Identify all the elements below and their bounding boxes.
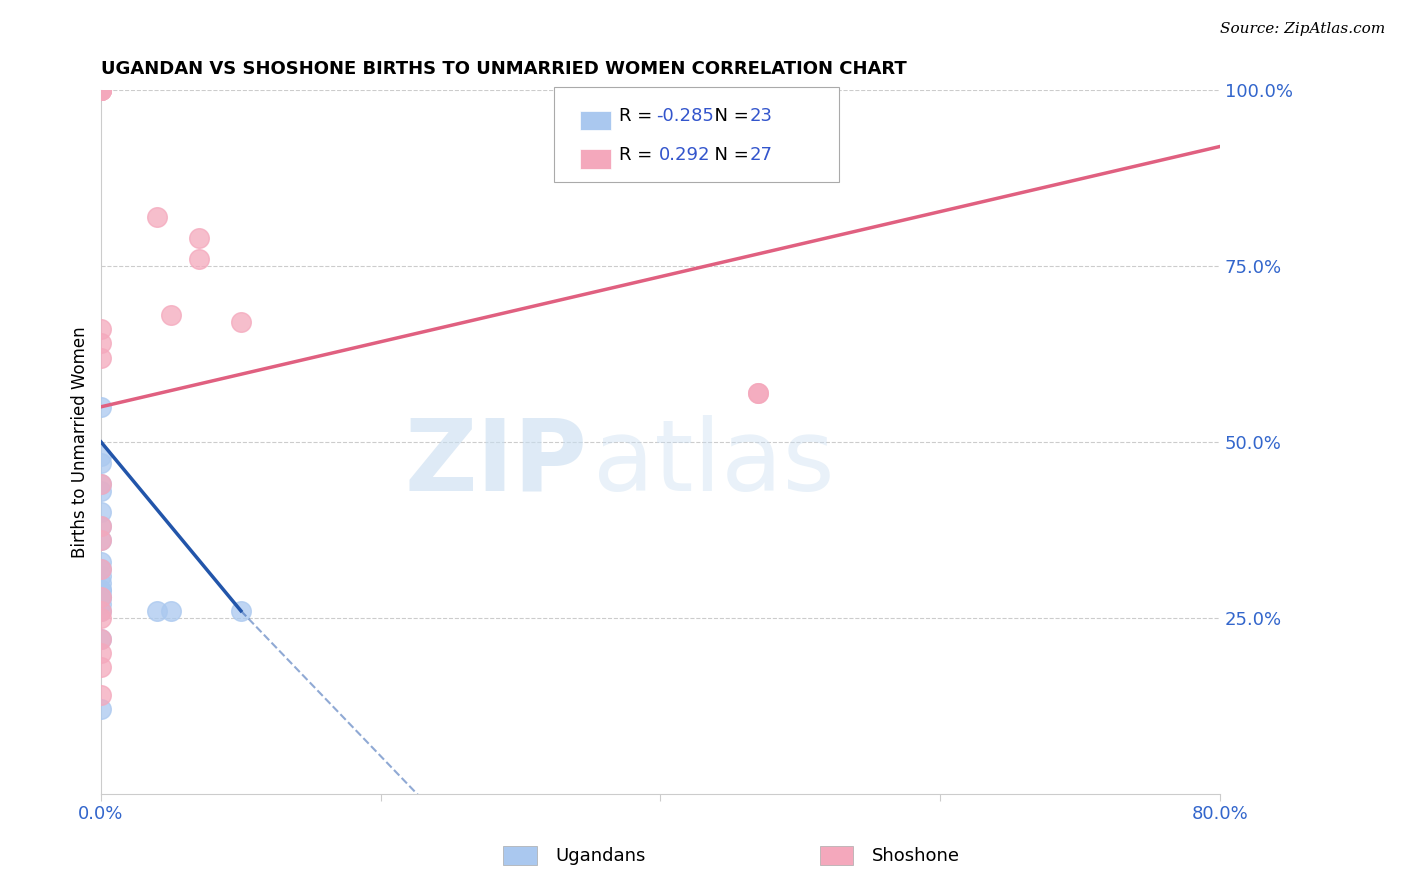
Text: ZIP: ZIP — [405, 415, 588, 512]
FancyBboxPatch shape — [579, 111, 612, 130]
Point — [90, 336, 112, 351]
Text: Ugandans: Ugandans — [555, 847, 645, 865]
Point — [747, 385, 769, 400]
Point — [187, 252, 209, 266]
Text: R =: R = — [619, 146, 664, 164]
Point — [146, 604, 169, 618]
Point — [90, 83, 112, 97]
Point — [90, 590, 112, 604]
Point — [90, 590, 112, 604]
Point — [90, 575, 112, 590]
Point — [90, 555, 112, 569]
Point — [160, 604, 183, 618]
Point — [90, 632, 112, 646]
Text: 27: 27 — [749, 146, 773, 164]
Point — [90, 561, 112, 575]
Point — [229, 604, 252, 618]
Point — [90, 590, 112, 604]
Point — [90, 582, 112, 597]
Text: -0.285: -0.285 — [657, 107, 714, 125]
Point — [90, 83, 112, 97]
Text: UGANDAN VS SHOSHONE BIRTHS TO UNMARRIED WOMEN CORRELATION CHART: UGANDAN VS SHOSHONE BIRTHS TO UNMARRIED … — [101, 60, 907, 78]
Point — [90, 83, 112, 97]
Text: 23: 23 — [749, 107, 773, 125]
Text: N =: N = — [703, 146, 755, 164]
Point — [90, 322, 112, 336]
Point — [90, 505, 112, 519]
Point — [90, 597, 112, 611]
Point — [229, 315, 252, 329]
Point — [90, 646, 112, 660]
Point — [90, 688, 112, 702]
Point — [90, 604, 112, 618]
FancyBboxPatch shape — [554, 87, 839, 182]
Point — [747, 385, 769, 400]
Point — [160, 309, 183, 323]
Point — [90, 83, 112, 97]
Point — [90, 449, 112, 463]
Point — [90, 611, 112, 625]
Point — [90, 484, 112, 499]
Y-axis label: Births to Unmarried Women: Births to Unmarried Women — [72, 326, 89, 558]
Point — [90, 83, 112, 97]
Point — [90, 568, 112, 582]
Point — [90, 632, 112, 646]
Point — [90, 519, 112, 533]
Text: Shoshone: Shoshone — [872, 847, 960, 865]
Point — [90, 660, 112, 674]
Point — [90, 702, 112, 716]
Point — [90, 477, 112, 491]
Point — [90, 519, 112, 533]
FancyBboxPatch shape — [579, 149, 612, 169]
Point — [90, 83, 112, 97]
Text: N =: N = — [703, 107, 755, 125]
Point — [90, 561, 112, 575]
Text: R =: R = — [619, 107, 658, 125]
Point — [90, 477, 112, 491]
Point — [146, 210, 169, 224]
Text: atlas: atlas — [593, 415, 835, 512]
Point — [90, 604, 112, 618]
Point — [90, 582, 112, 597]
Text: Source: ZipAtlas.com: Source: ZipAtlas.com — [1219, 22, 1385, 37]
Point — [90, 456, 112, 470]
Point — [187, 231, 209, 245]
Point — [90, 351, 112, 365]
Point — [90, 533, 112, 548]
Point — [90, 400, 112, 414]
Point — [90, 533, 112, 548]
Text: 0.292: 0.292 — [659, 146, 711, 164]
